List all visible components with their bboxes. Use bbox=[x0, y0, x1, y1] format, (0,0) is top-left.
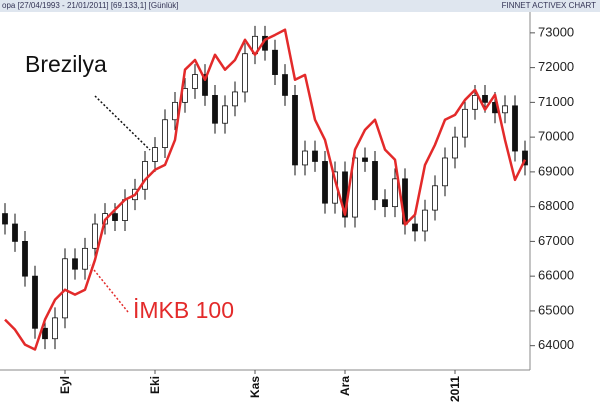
line bbox=[4, 28, 527, 351]
candle-body bbox=[152, 147, 158, 162]
header-bar bbox=[0, 0, 600, 12]
y-tick-label: 70000 bbox=[538, 129, 574, 144]
x-tick-label: 2011 bbox=[448, 376, 462, 402]
candle-body bbox=[222, 105, 228, 124]
candle-body bbox=[42, 327, 48, 340]
candle-body bbox=[502, 105, 508, 114]
candle-body bbox=[512, 105, 518, 152]
candle-body bbox=[272, 49, 278, 75]
candle-body bbox=[472, 95, 478, 110]
candle-body bbox=[32, 275, 38, 329]
y-tick-label: 69000 bbox=[538, 163, 574, 178]
y-tick-label: 66000 bbox=[538, 268, 574, 283]
candle-body bbox=[92, 223, 98, 249]
y-tick-label: 65000 bbox=[538, 302, 574, 317]
candle-body bbox=[192, 74, 198, 89]
candle-body bbox=[232, 91, 238, 107]
annotation: Brezilya bbox=[25, 51, 107, 77]
candle-body bbox=[432, 185, 438, 211]
x-tick-label: Eyl bbox=[58, 376, 72, 394]
y-tick-label: 72000 bbox=[538, 59, 574, 74]
candle-body bbox=[302, 150, 308, 166]
candle-body bbox=[462, 108, 468, 138]
candle-body bbox=[422, 209, 428, 232]
candle-body bbox=[242, 53, 248, 93]
candle-body bbox=[12, 223, 18, 242]
annotation-pointer bbox=[94, 95, 151, 151]
candle-body bbox=[292, 95, 298, 166]
candle-body bbox=[22, 240, 28, 277]
header-info: opa [27/04/1993 - 21/01/2011] [69.133,1]… bbox=[2, 1, 178, 10]
candle-body bbox=[312, 150, 318, 162]
candle-body bbox=[142, 161, 148, 190]
candle-body bbox=[282, 74, 288, 96]
candle-body bbox=[82, 247, 88, 270]
y-tick-label: 68000 bbox=[538, 198, 574, 213]
y-tick-label: 73000 bbox=[538, 24, 574, 39]
candle-body bbox=[52, 317, 58, 340]
candle-body bbox=[522, 150, 528, 166]
annotation-pointer bbox=[89, 264, 129, 313]
y-tick-label: 67000 bbox=[538, 233, 574, 248]
candle-body bbox=[362, 157, 368, 162]
x-tick-label: Ara bbox=[338, 376, 352, 396]
candle-body bbox=[162, 119, 168, 148]
candle-body bbox=[202, 74, 208, 96]
y-tick-label: 64000 bbox=[538, 337, 574, 352]
candle-body bbox=[392, 178, 398, 208]
candle-body bbox=[452, 136, 458, 159]
candle-body bbox=[2, 213, 8, 225]
candle-body bbox=[62, 258, 68, 319]
annotation: İMKB 100 bbox=[133, 297, 234, 323]
x-tick-label: Kas bbox=[248, 376, 262, 398]
candle-body bbox=[482, 95, 488, 103]
candle-body bbox=[112, 213, 118, 221]
header-brand: FINNET ACTIVEX CHART bbox=[502, 1, 597, 10]
candle-body bbox=[72, 258, 78, 270]
x-tick-label: Eki bbox=[148, 376, 162, 394]
candle-body bbox=[322, 161, 328, 204]
candle-body bbox=[172, 101, 178, 121]
candle-body bbox=[212, 95, 218, 124]
y-tick-label: 71000 bbox=[538, 94, 574, 109]
candle-body bbox=[352, 157, 358, 218]
candle-body bbox=[412, 223, 418, 232]
candle-body bbox=[372, 161, 378, 201]
candle-body bbox=[382, 199, 388, 208]
candle-body bbox=[442, 157, 448, 187]
